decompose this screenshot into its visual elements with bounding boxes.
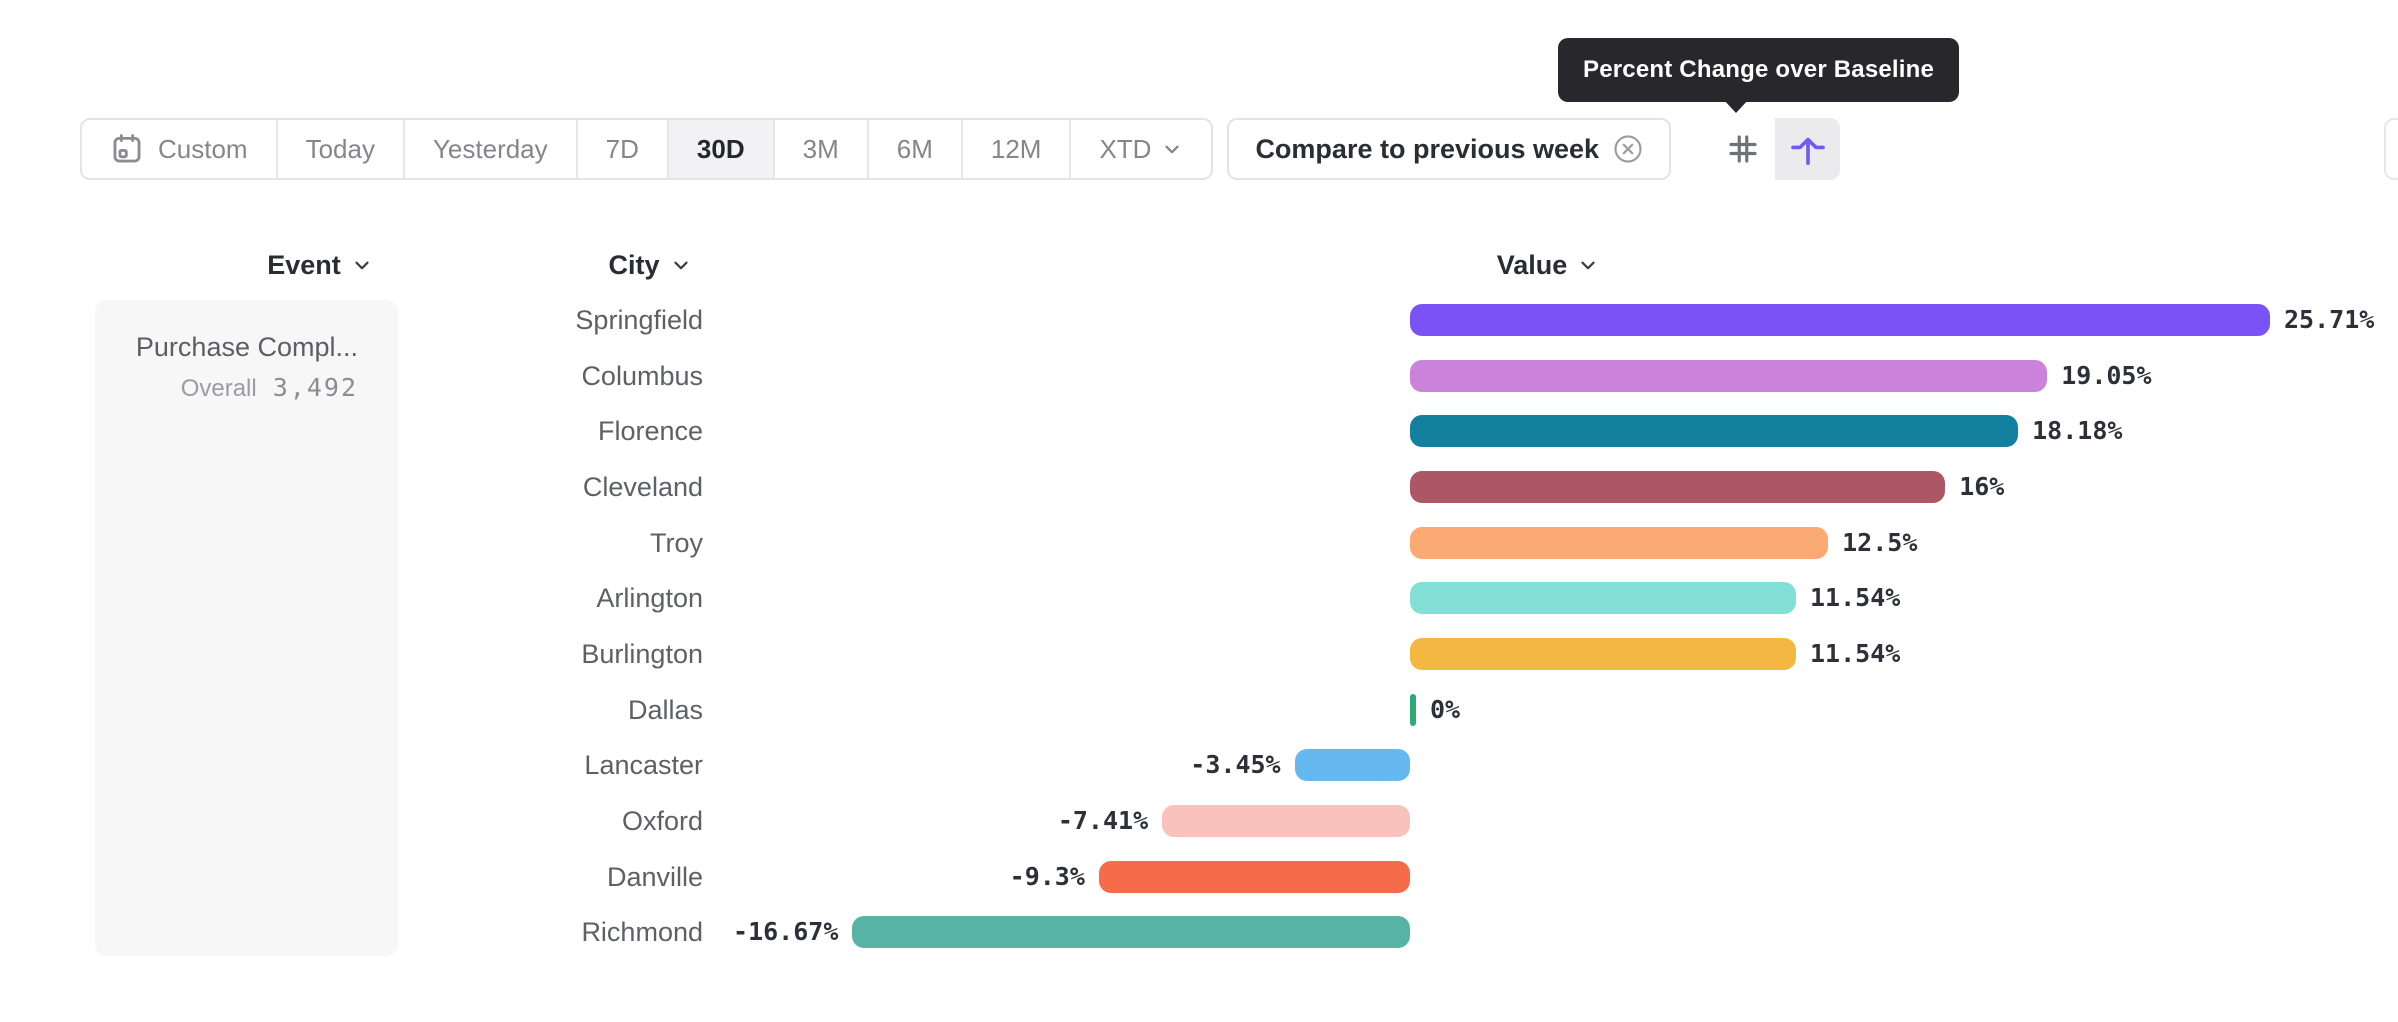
value-label-springfield: 25.71% bbox=[2283, 305, 2375, 334]
overall-label: Overall bbox=[180, 375, 257, 402]
date-range-label: 6M bbox=[896, 133, 933, 164]
chevron-down-icon bbox=[1161, 138, 1183, 160]
chevron-down-icon bbox=[670, 254, 692, 276]
chevron-down-icon bbox=[351, 254, 373, 276]
bar-florence[interactable] bbox=[1410, 415, 2019, 448]
column-header-value[interactable]: Value bbox=[1448, 246, 1648, 284]
compare-chip[interactable]: Compare to previous week bbox=[1227, 118, 1672, 180]
chevron-down-icon bbox=[1577, 254, 1599, 276]
bar-cleveland[interactable] bbox=[1410, 471, 1946, 503]
bar-oxford[interactable] bbox=[1162, 805, 1410, 838]
value-label-burlington: 11.54% bbox=[1810, 639, 1901, 669]
value-label-richmond: -16.67% bbox=[733, 917, 839, 947]
view-toggle bbox=[1710, 118, 1841, 180]
baseline-arrow-icon bbox=[1789, 130, 1827, 168]
grid-hash-icon bbox=[1725, 131, 1761, 167]
date-range-control: Custom Today Yesterday 7D 30D 3M 6M 12M XTD bbox=[80, 118, 1214, 180]
date-range-label: 7D bbox=[605, 133, 639, 164]
date-range-12m[interactable]: 12M bbox=[960, 120, 1070, 178]
date-range-label: Yesterday bbox=[432, 133, 548, 164]
date-range-yesterday[interactable]: Yesterday bbox=[402, 120, 576, 178]
value-label-arlington: 11.54% bbox=[1810, 583, 1901, 613]
overall-value: 3,492 bbox=[272, 373, 358, 402]
value-label-lancaster: -3.45% bbox=[1190, 750, 1281, 780]
bar-burlington[interactable] bbox=[1410, 638, 1796, 671]
city-label-florence: Florence bbox=[597, 416, 703, 447]
bar-arlington[interactable] bbox=[1410, 582, 1796, 615]
tooltip-text: Percent Change over Baseline bbox=[1583, 56, 1935, 83]
date-range-6m[interactable]: 6M bbox=[866, 120, 961, 178]
bar-troy[interactable] bbox=[1410, 526, 1829, 559]
column-header-city-label: City bbox=[608, 249, 660, 280]
city-label-troy: Troy bbox=[650, 527, 703, 558]
city-label-danville: Danville bbox=[606, 861, 703, 892]
toolbar: Custom Today Yesterday 7D 30D 3M 6M 12M XTD Comp… bbox=[80, 118, 1841, 180]
tooltip: Percent Change over Baseline bbox=[1558, 38, 1960, 113]
city-label-columbus: Columbus bbox=[581, 360, 703, 391]
date-range-label: XTD bbox=[1099, 133, 1152, 164]
grid-view-button[interactable] bbox=[1710, 118, 1776, 180]
bar-danville[interactable] bbox=[1098, 860, 1410, 893]
column-header-value-label: Value bbox=[1496, 249, 1568, 280]
compare-chip-label: Compare to previous week bbox=[1255, 133, 1600, 164]
value-label-dallas: 0% bbox=[1430, 694, 1461, 724]
date-range-3m[interactable]: 3M bbox=[772, 120, 867, 178]
date-range-label: 30D bbox=[696, 133, 745, 164]
circle-x-icon[interactable] bbox=[1613, 134, 1643, 164]
date-range-label: Today bbox=[305, 133, 375, 164]
baseline-view-button[interactable] bbox=[1775, 118, 1841, 180]
value-label-columbus: 19.05% bbox=[2061, 360, 2152, 390]
date-range-custom[interactable]: Custom bbox=[82, 120, 276, 178]
city-label-lancaster: Lancaster bbox=[584, 750, 703, 781]
column-header-event[interactable]: Event bbox=[220, 246, 420, 284]
clipped-button-edge[interactable] bbox=[2384, 118, 2398, 180]
tooltip-caret bbox=[1724, 100, 1748, 113]
city-label-arlington: Arlington bbox=[596, 583, 703, 614]
date-range-label: Custom bbox=[158, 133, 248, 164]
calendar-icon bbox=[110, 132, 144, 166]
date-range-label: 3M bbox=[802, 133, 839, 164]
column-header-event-label: Event bbox=[267, 249, 341, 280]
bar-columbus[interactable] bbox=[1410, 359, 2048, 392]
event-title: Purchase Compl... bbox=[135, 332, 358, 362]
value-label-cleveland: 16% bbox=[1959, 472, 2005, 501]
value-label-oxford: -7.41% bbox=[1057, 806, 1149, 836]
city-label-burlington: Burlington bbox=[581, 639, 703, 670]
bar-springfield[interactable] bbox=[1410, 304, 2270, 336]
value-label-danville: -9.3% bbox=[1009, 861, 1085, 891]
bar-dallas[interactable] bbox=[1410, 693, 1416, 726]
event-panel[interactable]: Purchase Compl... Overall 3,492 bbox=[95, 300, 398, 956]
date-range-label: 12M bbox=[990, 133, 1042, 164]
value-label-florence: 18.18% bbox=[2032, 416, 2123, 446]
date-range-xtd[interactable]: XTD bbox=[1069, 120, 1211, 178]
city-label-cleveland: Cleveland bbox=[582, 472, 703, 502]
column-header-city[interactable]: City bbox=[550, 246, 750, 284]
bar-lancaster[interactable] bbox=[1294, 749, 1410, 782]
city-label-oxford: Oxford bbox=[621, 806, 703, 837]
date-range-30d[interactable]: 30D bbox=[666, 120, 773, 178]
date-range-today[interactable]: Today bbox=[275, 120, 403, 178]
bar-richmond[interactable] bbox=[852, 916, 1410, 949]
value-label-troy: 12.5% bbox=[1842, 527, 1918, 557]
city-label-dallas: Dallas bbox=[627, 694, 703, 725]
city-label-richmond: Richmond bbox=[581, 917, 703, 948]
event-overall: Overall 3,492 bbox=[115, 373, 358, 403]
date-range-7d[interactable]: 7D bbox=[575, 120, 667, 178]
city-label-springfield: Springfield bbox=[575, 305, 703, 335]
